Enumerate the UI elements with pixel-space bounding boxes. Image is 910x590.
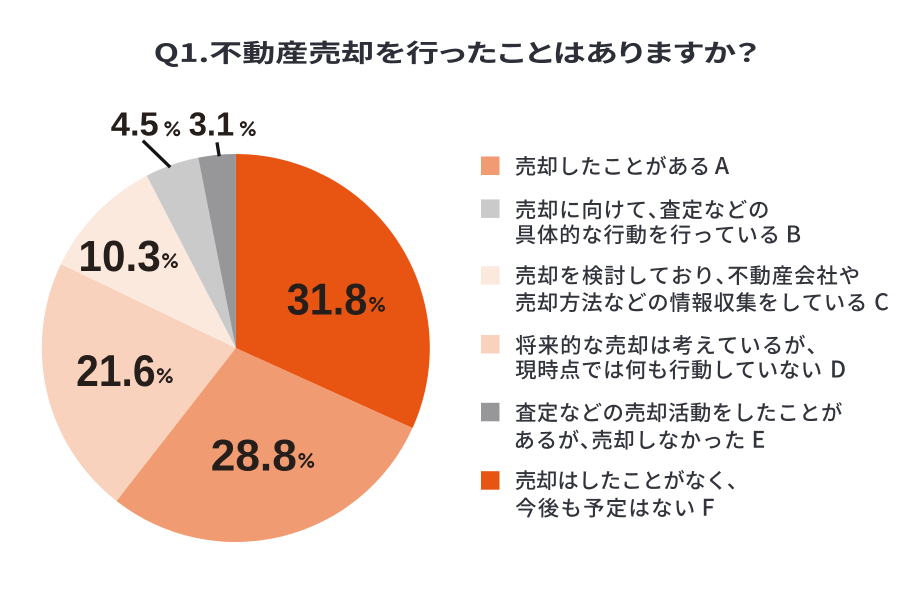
svg-text:3.1: 3.1: [189, 105, 234, 142]
svg-text:31.8: 31.8: [287, 275, 368, 325]
svg-text:28.8: 28.8: [211, 432, 297, 481]
svg-text:21.6: 21.6: [76, 346, 155, 396]
svg-text:4.5: 4.5: [111, 106, 159, 143]
svg-text:10.3: 10.3: [78, 232, 160, 281]
